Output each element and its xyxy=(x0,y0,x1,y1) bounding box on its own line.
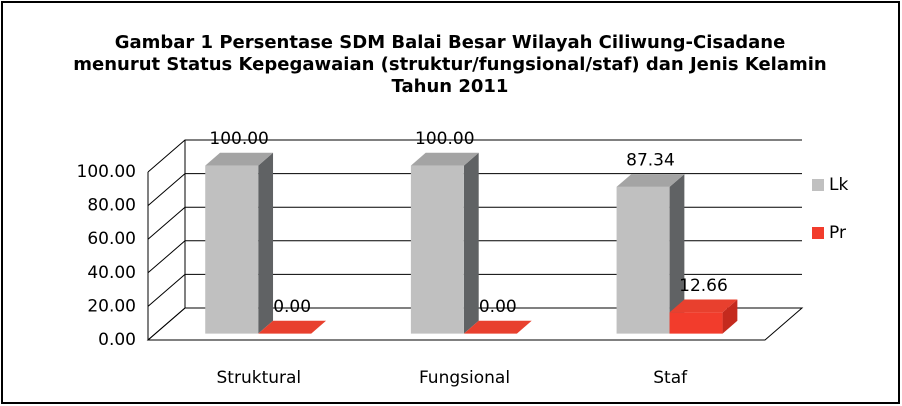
y-tick-label: 40.00 xyxy=(87,263,136,283)
y-tick-label: 100.00 xyxy=(77,162,136,182)
grid-line xyxy=(147,307,802,341)
data-label: 87.34 xyxy=(626,150,675,170)
grid-line xyxy=(147,173,802,206)
legend-swatch xyxy=(812,227,824,239)
bar-side xyxy=(258,152,274,334)
legend-label: Pr xyxy=(829,223,846,243)
grid-line xyxy=(147,206,802,240)
bar xyxy=(616,186,670,334)
y-tick-label: 20.00 xyxy=(87,296,136,316)
bar-top xyxy=(205,152,274,166)
x-tick-label: Fungsional xyxy=(419,368,510,388)
bar-top xyxy=(410,152,479,166)
bar-side xyxy=(722,299,738,334)
data-label: 0.00 xyxy=(479,297,517,317)
y-tick-label: 60.00 xyxy=(87,229,136,249)
y-tick-label: 80.00 xyxy=(87,196,136,216)
legend-swatch xyxy=(812,179,824,191)
data-label: 0.00 xyxy=(273,297,311,317)
bar xyxy=(205,165,259,334)
data-label: 100.00 xyxy=(415,129,474,149)
x-tick-label: Staf xyxy=(653,368,688,388)
bar xyxy=(669,312,723,334)
x-tick-label: Struktural xyxy=(217,368,302,388)
bar xyxy=(410,165,464,334)
bar-side xyxy=(463,152,479,334)
grid-line xyxy=(147,273,802,307)
grid-line xyxy=(147,139,802,173)
bar-top xyxy=(258,320,327,334)
data-label: 12.66 xyxy=(679,276,728,296)
bar-side xyxy=(669,174,685,334)
legend-label: Lk xyxy=(829,175,848,195)
chart-title: Gambar 1 Persentase SDM Balai Besar Wila… xyxy=(73,32,827,97)
y-tick-label: 0.00 xyxy=(98,330,136,350)
bar-top xyxy=(669,299,738,313)
data-label: 100.00 xyxy=(209,129,268,149)
grid-line xyxy=(147,240,802,274)
bar-top xyxy=(463,320,532,334)
bar-top xyxy=(616,174,685,187)
